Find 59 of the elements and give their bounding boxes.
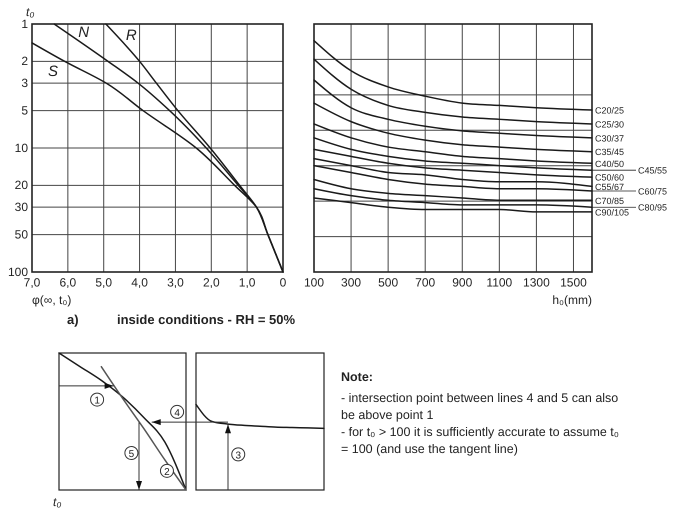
series-label: C25/30 xyxy=(595,119,624,130)
y-axis-title: t₀ xyxy=(26,5,34,19)
y-tick-label: 2 xyxy=(21,54,28,68)
series-label: C70/85 xyxy=(595,196,624,206)
annotation: 2 xyxy=(164,466,170,478)
legend-label: C45/55 xyxy=(638,166,668,176)
series-label: C35/45 xyxy=(595,147,624,158)
y-tick-label: 10 xyxy=(14,140,28,155)
series-label: C50/60 xyxy=(595,172,624,183)
annotation: 5 xyxy=(128,449,135,460)
x-tick-label: 3,0 xyxy=(167,276,184,290)
y-tick-label: 20 xyxy=(14,178,28,192)
legend-label: C60/75 xyxy=(638,186,668,197)
x-axis-title: h₀(mm) xyxy=(552,293,592,307)
text: Note: xyxy=(341,370,373,384)
text: a) xyxy=(67,312,79,327)
x-tick-label: 900 xyxy=(452,276,473,290)
text: be above point 1 xyxy=(341,408,434,422)
x-tick-label: 1500 xyxy=(560,276,588,290)
annotation: 3 xyxy=(235,450,242,462)
series-label: C20/25 xyxy=(595,106,624,116)
y-tick-label: 30 xyxy=(14,200,28,214)
series-label: C30/37 xyxy=(595,133,624,144)
y-tick-label: 50 xyxy=(14,228,28,242)
text: = 100 (and use the tangent line) xyxy=(341,442,518,456)
x-axis-title: φ(∞, t₀) xyxy=(32,293,72,307)
series-label: R xyxy=(126,27,137,44)
series-label: S xyxy=(48,62,58,80)
circled-number: 2 xyxy=(160,464,174,478)
x-tick-label: 700 xyxy=(415,276,436,290)
circled-number: 4 xyxy=(170,404,184,419)
x-tick-label: 100 xyxy=(304,276,324,290)
x-tick-label: 4,0 xyxy=(131,276,148,290)
x-tick-label: 300 xyxy=(341,276,362,290)
x-tick-label: 5,0 xyxy=(95,276,112,290)
circled-number: 1 xyxy=(90,392,104,407)
x-tick-label: 1100 xyxy=(486,276,513,290)
circled-number: 5 xyxy=(124,446,138,460)
legend-label: C80/95 xyxy=(638,202,668,213)
text: inside conditions - RH = 50% xyxy=(117,312,296,327)
x-tick-label: 500 xyxy=(378,276,398,290)
series-label: C55/67 xyxy=(595,182,624,192)
text: - for t₀ > 100 it is sufficiently accurate to assume t₀ xyxy=(341,425,619,439)
annotation: 4 xyxy=(174,408,180,419)
y-tick-label: 1 xyxy=(21,16,28,31)
series-label: N xyxy=(78,24,90,41)
circled-number: 3 xyxy=(231,447,246,462)
x-tick-label: 1300 xyxy=(523,276,550,290)
annotation: 1 xyxy=(94,396,100,407)
y-tick-label: 5 xyxy=(21,104,28,118)
series-label: C40/50 xyxy=(595,158,624,169)
x-tick-label: 1,0 xyxy=(238,276,256,290)
series-label: C90/105 xyxy=(595,207,630,218)
x-tick-label: 0 xyxy=(280,276,287,290)
text: - intersection point between lines 4 and 5 can also xyxy=(341,391,618,405)
y-tick-label: 3 xyxy=(21,76,28,90)
x-tick-label: 6,0 xyxy=(60,276,77,290)
x-tick-label: 2,0 xyxy=(202,276,220,290)
y-axis-title: t₀ xyxy=(53,495,62,508)
